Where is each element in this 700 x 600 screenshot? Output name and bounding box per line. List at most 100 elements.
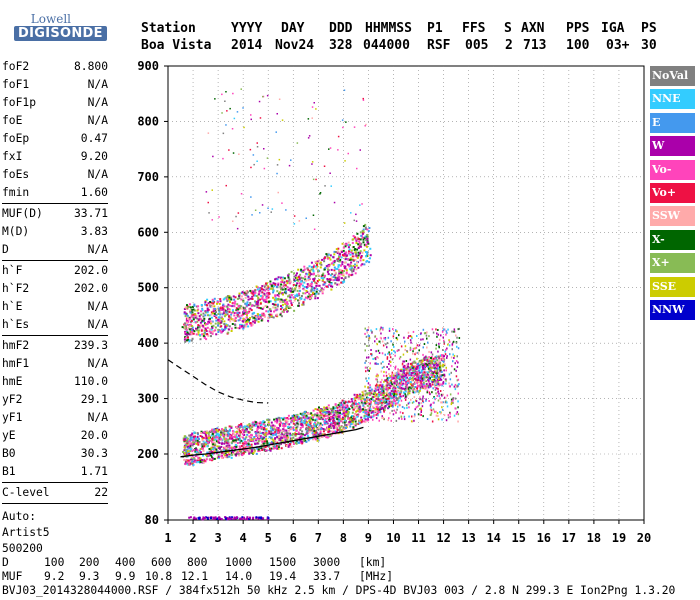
f2-trace-point (375, 413, 378, 416)
f2-trace-point (350, 422, 353, 425)
f2-trace-point (350, 416, 353, 419)
multihop-trace-point (340, 271, 342, 274)
f2-trace-point (201, 439, 204, 442)
f2-trace-point (399, 391, 402, 394)
f2-trace-point (331, 407, 334, 410)
multihop-trace-point (219, 329, 222, 332)
param-value: 3.83 (80, 225, 108, 238)
f2-trace-point (222, 431, 225, 434)
multihop-trace-point (255, 295, 258, 297)
f2-trace-point (331, 409, 334, 412)
f2-trace-point (204, 434, 207, 437)
multihop-trace-point (293, 278, 296, 281)
multihop-trace-point (337, 247, 340, 250)
f2-trace-point (440, 378, 443, 381)
param-value: N/A (87, 78, 108, 91)
f2-trace-point (406, 364, 409, 367)
f2-trace-point (323, 411, 326, 414)
spread-f-point (379, 329, 381, 332)
spread-f-point (427, 376, 430, 379)
f2-trace-point (299, 433, 302, 436)
spread-f-point (415, 346, 418, 349)
multihop-trace-point (240, 298, 243, 301)
multihop-trace-point (251, 295, 254, 298)
f2-trace-point (394, 387, 397, 390)
f2-trace-point (277, 427, 280, 430)
f2-trace-point (373, 390, 376, 393)
multihop-trace-point (332, 279, 335, 282)
f2-trace-point (250, 434, 253, 436)
spread-f-point (414, 347, 416, 350)
multihop-trace-point (192, 313, 195, 316)
multihop-trace-point (288, 278, 291, 281)
f2-trace-point (366, 404, 369, 407)
multihop-trace-point (298, 299, 301, 302)
multihop-trace-point (217, 328, 220, 331)
f2-trace-point (400, 386, 403, 389)
f2-trace-point (189, 434, 192, 437)
multihop-trace-point (310, 268, 313, 271)
spread-f-point (375, 378, 377, 381)
f2-trace-point (336, 411, 339, 414)
param-row: hmE 110.0 (2, 373, 108, 391)
f2-trace-point (220, 449, 223, 452)
multihop-trace-point (186, 331, 189, 334)
spread-f-point (421, 405, 424, 408)
param-separator (2, 482, 108, 483)
f2-trace-point (217, 430, 220, 433)
f2-trace-point (312, 438, 314, 441)
spread-f-point (397, 401, 399, 404)
multihop-trace-point (204, 314, 207, 317)
multihop-trace-point (282, 300, 284, 303)
f2-trace-point (388, 387, 390, 390)
multihop-trace-point (338, 251, 341, 254)
multihop-trace-point (312, 291, 315, 294)
multihop-trace-point (274, 303, 277, 306)
spread-f-point (457, 328, 460, 331)
f2-trace-point (247, 443, 250, 446)
f2-trace-point (222, 435, 225, 438)
f2-trace-point (223, 438, 226, 441)
f2-trace-point (268, 442, 271, 445)
sparse-echo-point (311, 117, 313, 119)
f2-trace-point (364, 409, 367, 412)
sparse-echo-point (233, 117, 236, 120)
multihop-trace-point (333, 250, 336, 253)
f2-trace-point (320, 424, 322, 427)
sparse-echo-point (328, 148, 330, 150)
spread-f-point (418, 374, 420, 377)
multihop-trace-point (245, 311, 248, 314)
f2-trace-point (386, 390, 389, 393)
f2-trace-point (240, 431, 243, 434)
f2-trace-point (326, 414, 329, 417)
spread-f-point (445, 366, 447, 369)
multihop-trace-point (228, 295, 231, 298)
spread-f-point (369, 386, 372, 389)
spread-f-point (448, 344, 451, 347)
multihop-trace-point (214, 322, 217, 325)
f2-trace-point (262, 433, 265, 436)
f2-trace-point (378, 384, 381, 387)
f2-trace-point (293, 414, 295, 417)
f2-trace-point (315, 431, 318, 434)
multihop-trace-point (269, 280, 272, 283)
sparse-echo-point (276, 172, 278, 175)
f2-trace-point (272, 441, 275, 444)
multihop-trace-point (336, 277, 339, 280)
f2-trace-point (225, 445, 228, 448)
f2-trace-point (203, 445, 206, 448)
f2-trace-point (273, 425, 276, 428)
f2-trace-point (328, 407, 331, 410)
f2-trace-point (435, 374, 438, 377)
spread-f-point (449, 353, 451, 356)
f2-trace-point (268, 436, 271, 438)
sparse-echo-point (231, 128, 234, 130)
spread-f-point (446, 356, 448, 359)
f2-trace-point (311, 426, 314, 429)
f2-trace-point (337, 404, 340, 406)
multihop-trace-point (308, 265, 311, 268)
spread-f-point (397, 376, 399, 379)
multihop-trace-point (220, 317, 223, 320)
spread-f-point (375, 401, 377, 404)
f2-trace-point (212, 428, 215, 431)
